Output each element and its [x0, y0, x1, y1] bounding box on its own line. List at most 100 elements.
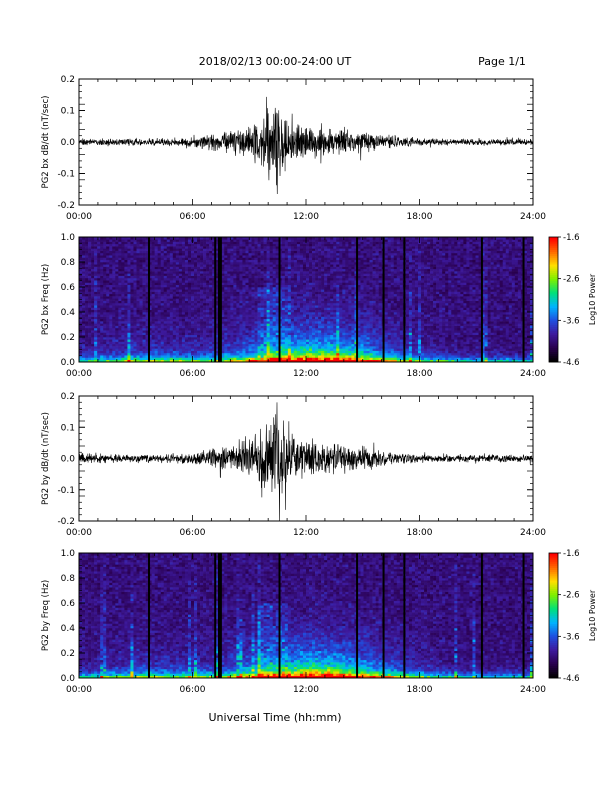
spectrogram-cell: [287, 246, 292, 249]
spectrogram-cell: [239, 307, 243, 311]
spectrogram-cell: [293, 273, 298, 276]
spectrogram-cell: [172, 296, 177, 299]
spectrogram-cell: [333, 250, 337, 254]
spectrogram-cell: [306, 350, 310, 354]
spectrogram-cell: [197, 323, 201, 326]
spectrogram-cell: [330, 339, 334, 342]
spectrogram-cell: [139, 243, 143, 247]
spectrogram-cell: [275, 302, 280, 306]
spectrogram-cell: [248, 341, 252, 345]
spectrogram-cell: [103, 330, 107, 333]
spectrogram-cell: [133, 325, 137, 329]
spectrogram-cell: [127, 355, 131, 358]
spectrogram-cell: [142, 348, 146, 351]
spectrogram-cell: [100, 239, 104, 242]
spectrogram-cell: [145, 243, 149, 247]
spectrogram-cell: [88, 327, 92, 331]
spectrogram-cell: [260, 309, 264, 313]
spectrogram-cell: [121, 302, 125, 306]
spectrogram-cell: [336, 248, 340, 251]
spectrogram-cell: [103, 307, 107, 311]
spectrogram-cell: [178, 316, 183, 320]
spectrogram-cell: [109, 257, 113, 261]
spectrogram-cell: [296, 325, 301, 329]
spectrogram-cell: [284, 355, 289, 358]
spectrogram-cell: [260, 337, 264, 340]
spectrogram-cell: [118, 239, 122, 242]
spectrogram-cell: [333, 318, 337, 322]
spectrogram-cell: [97, 352, 101, 356]
spectrogram-cell: [242, 332, 246, 336]
spectrogram-cell: [290, 348, 295, 351]
spectrogram-cell: [127, 243, 131, 247]
spectrogram-cell: [299, 280, 304, 283]
spectrogram-cell: [88, 337, 92, 340]
spectrogram-cell: [260, 307, 264, 311]
spectrogram-cell: [336, 334, 340, 338]
spectrogram-cell: [309, 298, 313, 301]
spectrogram-cell: [287, 341, 292, 345]
spectrogram-cell: [318, 298, 322, 301]
spectrogram-cell: [269, 325, 274, 329]
spectrogram-cell: [121, 323, 125, 326]
spectrogram-cell: [269, 287, 274, 290]
spectrogram-cell: [172, 298, 177, 301]
spectrogram-cell: [336, 284, 340, 288]
spectrogram-cell: [233, 352, 237, 356]
spectrogram-cell: [312, 352, 316, 356]
spectrogram-cell: [275, 312, 280, 315]
spectrogram-cell: [124, 257, 128, 261]
spectrogram-cell: [290, 300, 295, 304]
spectrogram-cell: [139, 309, 143, 313]
spectrogram-cell: [118, 282, 122, 286]
spectrogram-cell: [254, 318, 258, 322]
spectrogram-cell: [306, 280, 310, 283]
spectrogram-cell: [97, 273, 101, 276]
spectrogram-cell: [239, 316, 243, 320]
spectrogram-cell: [203, 289, 207, 292]
spectrogram-cell: [269, 280, 274, 283]
spectrogram-cell: [148, 293, 152, 297]
spectrogram-cell: [281, 357, 286, 361]
spectrogram-cell: [342, 355, 346, 358]
spectrogram-cell: [79, 266, 83, 270]
spectrogram-cell: [169, 327, 174, 331]
spectrogram-cell: [269, 307, 274, 311]
spectrogram-cell: [139, 323, 143, 326]
spectrogram-cell: [215, 275, 219, 279]
spectrogram-cell: [121, 325, 125, 329]
spectrogram-cell: [190, 307, 195, 311]
spectrogram-cell: [94, 284, 98, 288]
spectrogram-cell: [275, 257, 280, 261]
spectrogram-cell: [302, 243, 307, 247]
spectrogram-cell: [257, 323, 261, 326]
spectrogram-cell: [209, 275, 213, 279]
spectrogram-cell: [115, 241, 119, 245]
spectrogram-cell: [197, 266, 201, 270]
spectrogram-cell: [333, 293, 337, 297]
spectrogram-cell: [339, 312, 343, 315]
spectrogram-cell: [82, 316, 86, 320]
spectrogram-cell: [260, 268, 264, 272]
spectrogram-cell: [124, 268, 128, 272]
spectrogram-cell: [124, 341, 128, 345]
spectrogram-cell: [257, 239, 261, 242]
spectrogram-cell: [203, 337, 207, 340]
spectrogram-cell: [91, 302, 95, 306]
spectrogram-cell: [254, 296, 258, 299]
spectrogram-cell: [245, 243, 249, 247]
spectrogram-cell: [136, 321, 140, 324]
spectrogram-cell: [290, 289, 295, 292]
spectrogram-cell: [85, 357, 89, 361]
spectrogram-cell: [242, 264, 246, 267]
spectrogram-cell: [230, 314, 234, 317]
spectrogram-cell: [97, 241, 101, 245]
spectrogram-cell: [248, 287, 252, 290]
spectrogram-cell: [194, 266, 198, 270]
spectrogram-cell: [169, 248, 174, 251]
spectrogram-cell: [272, 339, 277, 342]
spectrogram-cell: [88, 289, 92, 292]
spectrogram-cell: [200, 314, 204, 317]
spectrogram-cell: [272, 266, 277, 270]
spectrogram-cell: [97, 248, 101, 251]
